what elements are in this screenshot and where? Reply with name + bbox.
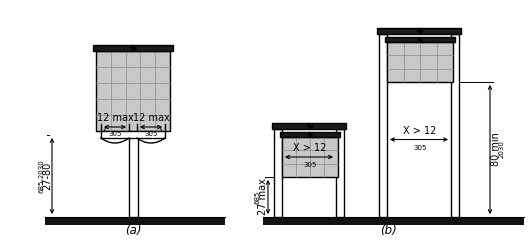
Text: 12 max: 12 max — [97, 113, 133, 123]
Bar — [101, 131, 165, 138]
Text: 27-80: 27-80 — [42, 162, 52, 190]
Text: (b): (b) — [380, 224, 397, 237]
Text: (a): (a) — [125, 224, 141, 237]
Text: 305: 305 — [303, 162, 316, 168]
Bar — [263, 217, 524, 225]
Text: 685-2030: 685-2030 — [38, 159, 44, 193]
Text: 305: 305 — [108, 131, 122, 137]
Text: X > 12: X > 12 — [293, 143, 327, 153]
Bar — [96, 51, 170, 131]
Bar — [379, 34, 387, 217]
Text: 305: 305 — [413, 145, 427, 150]
Text: 305: 305 — [144, 131, 158, 137]
Bar — [336, 129, 344, 217]
Text: 80 min: 80 min — [491, 133, 501, 166]
Bar — [272, 123, 346, 129]
Bar — [282, 137, 338, 177]
Text: 2030: 2030 — [499, 141, 505, 159]
Text: X > 12: X > 12 — [404, 125, 436, 135]
Bar — [129, 130, 138, 217]
Bar — [280, 132, 340, 137]
Bar — [274, 129, 282, 217]
Text: 685: 685 — [254, 190, 260, 204]
Bar — [93, 45, 173, 51]
Bar — [387, 42, 453, 82]
Bar — [377, 28, 461, 34]
Text: 12 max: 12 max — [133, 113, 169, 123]
Bar — [451, 34, 459, 217]
Bar — [45, 217, 225, 225]
Bar — [385, 37, 455, 42]
Text: 27 max: 27 max — [258, 179, 268, 215]
